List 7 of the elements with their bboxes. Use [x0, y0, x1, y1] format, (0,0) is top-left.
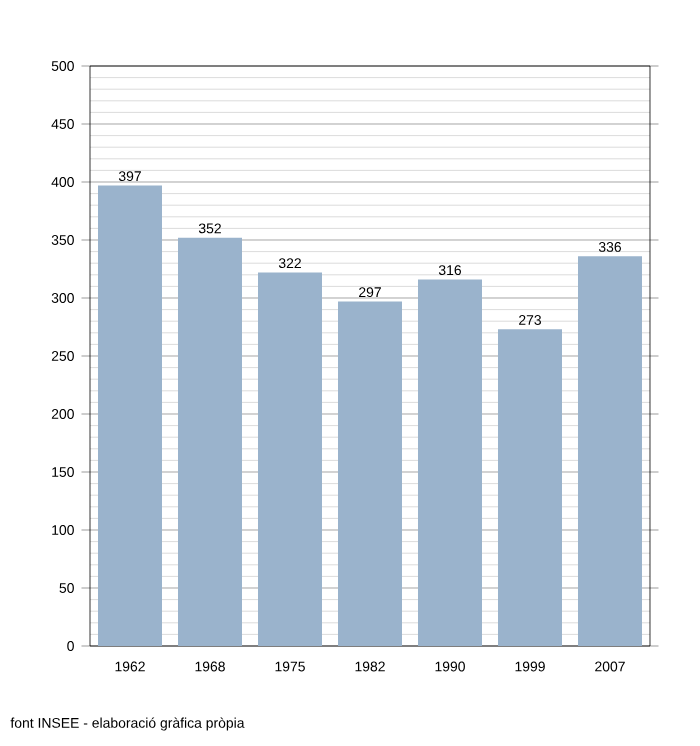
bar	[98, 185, 162, 646]
bar	[338, 301, 402, 646]
bar	[577, 256, 642, 646]
bar	[178, 237, 242, 646]
bar	[417, 279, 482, 646]
bar	[497, 329, 562, 646]
bar	[258, 272, 322, 646]
